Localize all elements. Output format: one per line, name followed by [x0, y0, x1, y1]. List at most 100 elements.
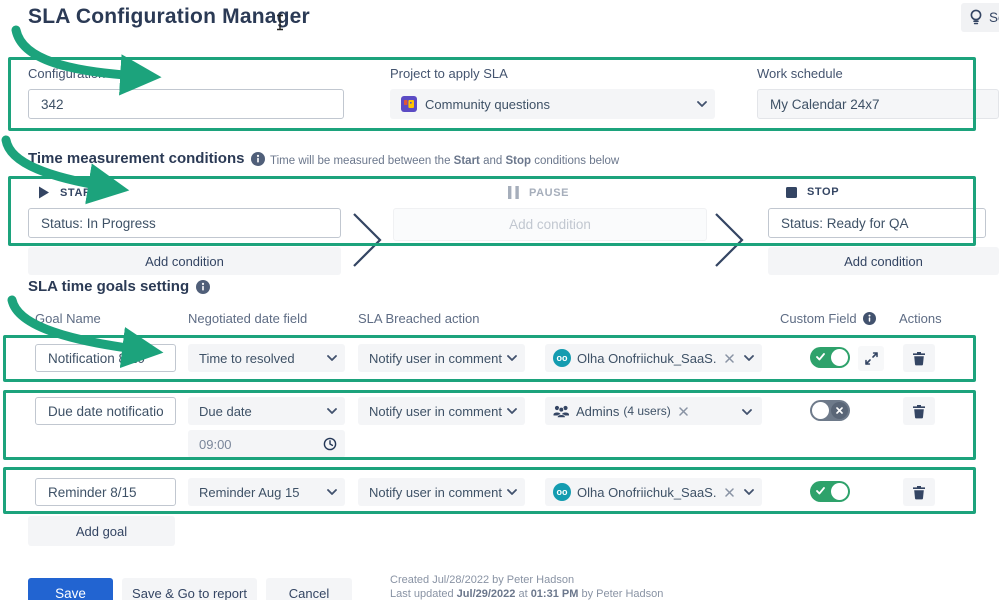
breached-action-select[interactable]: Notify user in comment [358, 397, 525, 425]
created-info: Created Jul/28/2022 by Peter Hadson [390, 574, 575, 586]
delete-goal-button[interactable] [903, 478, 935, 506]
delete-goal-button[interactable] [903, 344, 935, 372]
add-goal-button[interactable]: Add goal [28, 516, 175, 546]
flow-chevron-icon [715, 213, 744, 267]
custom-field-toggle[interactable] [810, 481, 850, 502]
text-cursor-icon [277, 14, 283, 31]
recipient-name: Admins [576, 403, 620, 419]
chevron-down-icon[interactable] [744, 488, 754, 496]
chevron-down-icon [327, 489, 337, 495]
info-icon[interactable] [196, 279, 211, 294]
breached-action-value: Notify user in comment [369, 484, 502, 500]
breached-action-select[interactable]: Notify user in comment [358, 344, 525, 372]
conditions-heading: Time measurement conditions [28, 150, 245, 167]
user-avatar: oo [553, 349, 571, 367]
start-add-condition-button[interactable]: Add condition [28, 247, 341, 275]
notification-time-field[interactable]: 09:00 [188, 430, 345, 458]
delete-goal-button[interactable] [903, 397, 935, 425]
help-button-label: Se [989, 10, 999, 25]
recipient-name: Olha Onofriichuk_SaaS... [577, 350, 717, 366]
date-field-value: Due date [199, 403, 252, 419]
updated-info: Last updated Jul/29/2022 at 01:31 PM by … [390, 588, 664, 600]
trash-icon [913, 351, 925, 365]
start-label: START [60, 186, 99, 199]
date-field-value: Reminder Aug 15 [199, 484, 300, 500]
project-avatar-icon [401, 96, 417, 112]
project-label: Project to apply SLA [390, 66, 508, 81]
trash-icon [913, 485, 925, 499]
column-date-field: Negotiated date field [188, 311, 308, 326]
project-select[interactable]: Community questions [390, 89, 715, 119]
breached-action-value: Notify user in comment [369, 350, 502, 366]
page-title: SLA Configuration Manager [28, 5, 310, 28]
conditions-hint: Time will be measured between the Start … [270, 155, 620, 167]
custom-field-toggle[interactable] [810, 347, 850, 368]
chevron-down-icon[interactable] [742, 409, 752, 416]
stop-condition-input[interactable] [768, 208, 986, 238]
group-icon [553, 405, 569, 418]
date-field-value: Time to resolved [199, 350, 295, 366]
chevron-down-icon [507, 489, 517, 495]
play-icon [39, 186, 49, 199]
info-icon[interactable] [251, 151, 266, 166]
remove-recipient-icon[interactable] [725, 487, 734, 497]
stop-label: STOP [807, 186, 840, 198]
save-button[interactable]: Save [28, 578, 113, 600]
lightbulb-icon [970, 9, 982, 25]
recipient-name: Olha Onofriichuk_SaaS... [577, 484, 717, 500]
cancel-button[interactable]: Cancel [266, 578, 352, 600]
close-icon [836, 407, 843, 414]
expand-icon [864, 352, 878, 365]
remove-recipient-icon[interactable] [678, 406, 688, 416]
breached-action-value: Notify user in comment [369, 403, 502, 419]
column-breached-action: SLA Breached action [358, 311, 480, 326]
column-custom-field: Custom Field [780, 311, 857, 326]
config-name-input[interactable] [28, 89, 344, 119]
pause-condition-input[interactable] [393, 208, 707, 241]
time-value: 09:00 [199, 436, 232, 452]
chevron-down-icon [327, 355, 337, 361]
recipient-select[interactable]: Admins (4 users) [545, 397, 762, 425]
date-field-select[interactable]: Due date [188, 397, 345, 425]
flow-chevron-icon [353, 213, 382, 267]
goal-name-input[interactable] [35, 478, 176, 506]
work-schedule-value: My Calendar 24x7 [770, 96, 880, 112]
goals-heading: SLA time goals setting [28, 278, 190, 295]
user-avatar: oo [553, 483, 571, 501]
work-schedule-field[interactable]: My Calendar 24x7 [757, 89, 999, 119]
project-select-value: Community questions [425, 96, 550, 112]
chevron-down-icon [507, 355, 517, 361]
check-icon [816, 487, 825, 495]
goal-name-input[interactable] [35, 344, 176, 372]
goal-name-input[interactable] [35, 397, 176, 425]
chevron-down-icon [327, 408, 337, 414]
column-actions: Actions [899, 311, 942, 326]
chevron-down-icon [697, 101, 707, 107]
recipient-count: (4 users) [623, 404, 671, 418]
expand-button[interactable] [858, 346, 884, 371]
chevron-down-icon [507, 408, 517, 414]
config-name-label: Configuration name [28, 66, 142, 81]
check-icon [816, 353, 825, 361]
recipient-select[interactable]: oo Olha Onofriichuk_SaaS... [545, 478, 762, 506]
start-condition-input[interactable] [28, 208, 341, 238]
stop-square-icon [786, 186, 797, 198]
stop-add-condition-button[interactable]: Add condition [768, 247, 999, 275]
info-icon[interactable] [862, 312, 876, 325]
save-and-go-to-report-button[interactable]: Save & Go to report [122, 578, 257, 600]
work-schedule-label: Work schedule [757, 66, 843, 81]
date-field-select[interactable]: Time to resolved [188, 344, 345, 372]
custom-field-toggle[interactable] [810, 400, 850, 421]
date-field-select[interactable]: Reminder Aug 15 [188, 478, 345, 506]
recipient-select[interactable]: oo Olha Onofriichuk_SaaS... [545, 344, 762, 372]
chevron-down-icon[interactable] [744, 354, 754, 362]
see-how-it-works-button[interactable]: Se [961, 3, 999, 32]
trash-icon [913, 404, 925, 418]
pause-icon [508, 186, 519, 199]
clock-icon [323, 437, 337, 451]
breached-action-select[interactable]: Notify user in comment [358, 478, 525, 506]
column-goal-name: Goal Name [35, 311, 101, 326]
pause-label: PAUSE [529, 186, 570, 199]
remove-recipient-icon[interactable] [725, 353, 734, 363]
